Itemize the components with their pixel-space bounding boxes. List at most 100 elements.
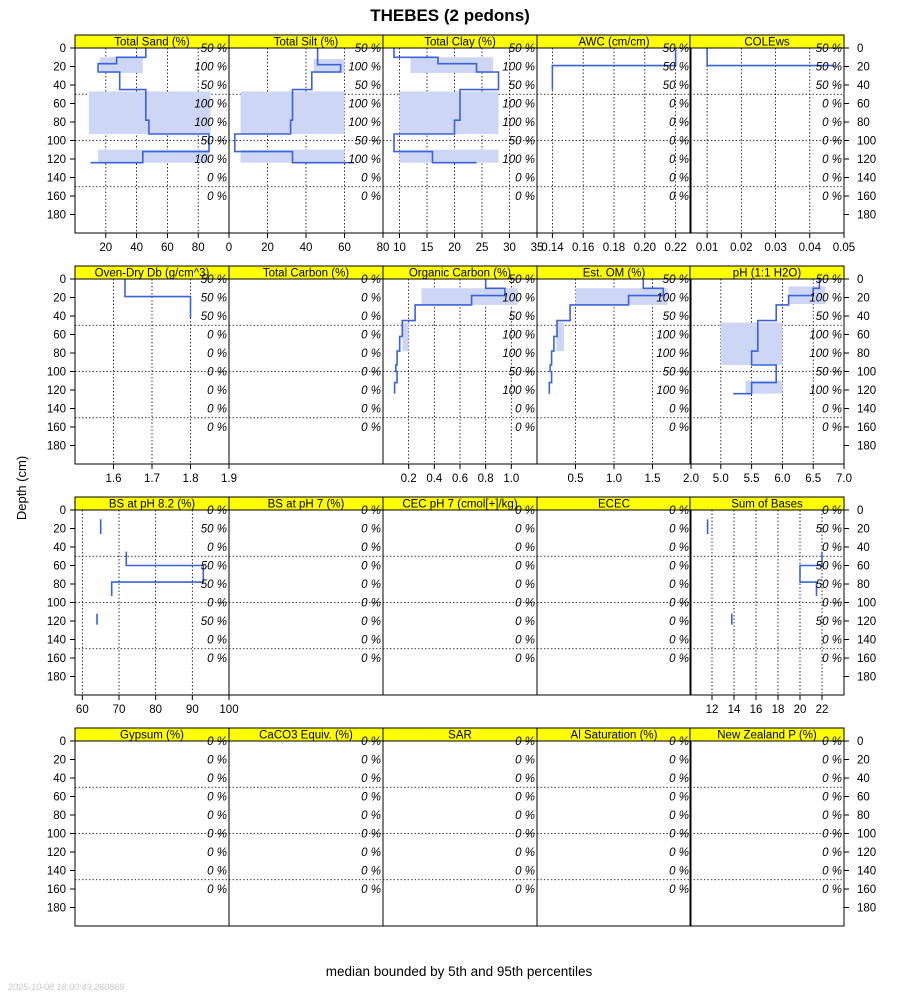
pct-label: 50 % — [816, 43, 842, 55]
panel-awc: AWC (cm/cm) 50 % 50 % 50 % 0 % 0 % 0 % 0 % 0 % 0 … — [536, 34, 692, 254]
pct-label: 50 % — [816, 616, 842, 628]
grid-al-saturation — [537, 786, 691, 881]
pct-label: 100 % — [809, 330, 842, 342]
y-tick-label-left: 120 — [47, 616, 66, 628]
median-line-bs-ph82-1 — [110, 551, 205, 596]
y-axis-row-1: 0 0 20 20 40 40 60 60 80 80 100 100 120 120 140 140 160 1… — [47, 274, 876, 453]
x-tick-label: 16 — [750, 704, 763, 716]
panel-total-silt: Total Silt (%) 50 % 100 % 50 % 100 % 100 % 50 … — [226, 34, 390, 254]
pct-label: 0 % — [361, 773, 381, 785]
pct-label: 50 % — [355, 80, 381, 92]
panel-al-saturation: Al Saturation (%) 0 % 0 % 0 % 0 % 0 % 0 % 0 % 0 … — [536, 727, 692, 927]
panel-cec-ph7: CEC pH 7 (cmol[+]/kg)0 %0 %0 %0 %0 %0 %0… — [382, 496, 538, 696]
pct-label: 50 % — [201, 579, 227, 591]
pct-label: 0 % — [669, 99, 689, 111]
pct-label: 0 % — [207, 884, 227, 896]
x-axis-oven-dry-db: 1.6 1.7 1.8 1.9 — [106, 464, 237, 485]
pct-label: 100 % — [502, 348, 535, 360]
x-axis-total-silt: 0 20 40 60 80 — [226, 233, 390, 254]
pct-label: 0 % — [207, 191, 227, 203]
pct-label: 0 % — [669, 773, 689, 785]
strip-title-new-zealand-p: New Zealand P (%) — [717, 730, 817, 742]
pct-label: 0 % — [515, 755, 535, 767]
pct-label: 0 % — [207, 598, 227, 610]
x-tick-label: 0.4 — [426, 473, 443, 485]
pct-label: 50 % — [509, 274, 535, 286]
pct-label: 0 % — [669, 598, 689, 610]
y-tick-label-left: 120 — [47, 154, 66, 166]
y-tick-label-right: 140 — [857, 635, 876, 647]
x-tick-label: 80 — [377, 242, 390, 254]
pct-label: 100 % — [194, 154, 227, 166]
pct-label: 100 % — [194, 62, 227, 74]
pct-label: 0 % — [515, 542, 535, 554]
pct-label: 0 % — [207, 736, 227, 748]
x-tick-label: 0.02 — [730, 242, 752, 254]
pct-label: 0 % — [361, 173, 381, 185]
pct-label: 50 % — [663, 311, 689, 323]
y-tick-label-right: 180 — [857, 903, 876, 915]
data-colews — [706, 48, 835, 68]
pct-label: 50 % — [816, 62, 842, 74]
grid-gypsum — [75, 786, 229, 881]
pct-label: 0 % — [361, 616, 381, 628]
strip-title-cec-ph7: CEC pH 7 (cmol[+]/kg) — [402, 499, 518, 511]
panel-new-zealand-p: New Zealand P (%) 0 % 0 % 0 % 0 % 0 % 0 % 0 % 0 … — [689, 727, 845, 927]
median-line-colews-0 — [706, 48, 835, 68]
pct-label: 100 % — [348, 117, 381, 129]
panel-caco3: CaCO3 Equiv. (%) 0 % 0 % 0 % 0 % 0 % 0 % 0 % 0 %… — [228, 727, 384, 927]
band-est-om-1 — [556, 322, 564, 352]
grid-bs-ph82 — [75, 510, 229, 695]
panel-organic-carbon: Organic Carbon (%)50 %100 %50 %100 %100 … — [382, 265, 538, 485]
pct-label: 0 % — [207, 367, 227, 379]
pct-label: 0 % — [669, 847, 689, 859]
y-tick-label-right: 40 — [857, 80, 870, 92]
x-tick-label: 6.0 — [774, 473, 790, 485]
y-tick-label-left: 40 — [53, 773, 66, 785]
strip-title-total-silt: Total Silt (%) — [274, 37, 339, 49]
band-total-clay-2 — [399, 149, 499, 163]
pct-label: 0 % — [361, 653, 381, 665]
pct-label: 0 % — [515, 173, 535, 185]
y-tick-label-left: 60 — [53, 330, 66, 342]
pct-label: 0 % — [669, 561, 689, 573]
pct-label: 0 % — [361, 847, 381, 859]
y-tick-label-left: 0 — [60, 736, 66, 748]
y-tick-label-right: 60 — [857, 330, 870, 342]
pct-label: 0 % — [669, 422, 689, 434]
pct-label: 0 % — [207, 505, 227, 517]
pct-label: 0 % — [361, 866, 381, 878]
x-tick-label: 0.16 — [572, 242, 594, 254]
x-tick-label: 80 — [192, 242, 205, 254]
pct-label: 0 % — [822, 829, 842, 841]
strip-title-ph: pH (1:1 H2O) — [733, 268, 802, 280]
y-tick-label-left: 20 — [53, 755, 66, 767]
y-tick-label-right: 140 — [857, 404, 876, 416]
pct-label: 0 % — [361, 755, 381, 767]
panel-total-clay: Total Clay (%)50 %100 %50 %100 %100 %50 … — [382, 34, 543, 254]
pct-label: 0 % — [669, 653, 689, 665]
strip-title-sum-of-bases: Sum of Bases — [731, 499, 803, 511]
y-tick-label-left: 180 — [47, 210, 66, 222]
y-tick-label-left: 80 — [53, 348, 66, 360]
pct-label: 50 % — [663, 80, 689, 92]
pct-label: 0 % — [822, 136, 842, 148]
pct-label: 0 % — [207, 385, 227, 397]
pct-label: 0 % — [207, 829, 227, 841]
y-tick-label-right: 40 — [857, 773, 870, 785]
x-tick-label: 14 — [728, 704, 741, 716]
pct-label: 0 % — [515, 736, 535, 748]
pct-label: 0 % — [822, 154, 842, 166]
pct-label: 0 % — [669, 616, 689, 628]
pct-label: 0 % — [361, 524, 381, 536]
pct-label: 0 % — [822, 866, 842, 878]
pct-label: 0 % — [822, 422, 842, 434]
pct-label: 100 % — [348, 62, 381, 74]
x-axis-awc: 0.14 0.16 0.18 0.20 0.22 — [541, 233, 687, 254]
strip-title-total-carbon: Total Carbon (%) — [263, 268, 349, 280]
pct-label: 100 % — [502, 293, 535, 305]
x-tick-label: 2.0 — [683, 473, 699, 485]
y-tick-label-right: 20 — [857, 293, 870, 305]
y-tick-label-left: 120 — [47, 385, 66, 397]
panel-sum-of-bases: Sum of Bases 0 % 50 % 0 % 50 % 50 % 0 % 50 % 0 %… — [689, 496, 845, 716]
